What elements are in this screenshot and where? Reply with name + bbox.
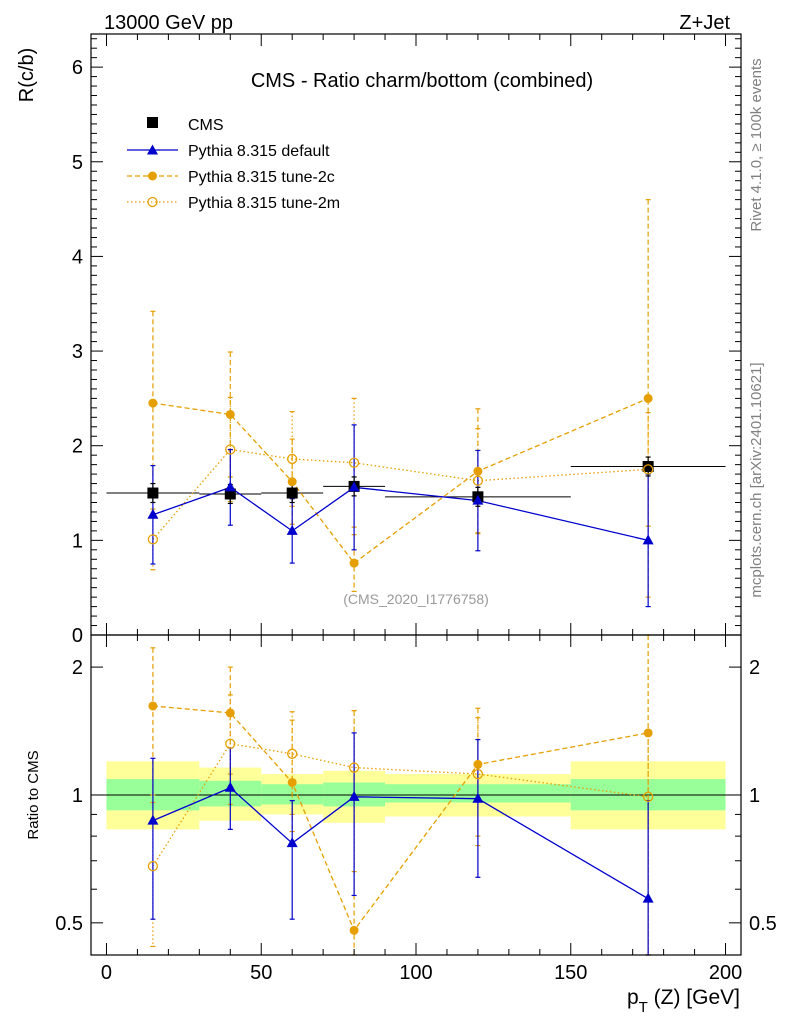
main-point-tune2c-5 xyxy=(643,393,653,403)
ratio-point-tune2m-3 xyxy=(348,762,360,773)
ratio-y-axis-label: Ratio to CMS xyxy=(25,750,42,839)
main-point-tune2c-4 xyxy=(473,466,483,476)
ratio-y-tick-label-right-0.5: 0.5 xyxy=(749,913,777,935)
legend-marker-default xyxy=(147,144,158,155)
legend-marker-cms xyxy=(147,117,158,128)
ratio-point-tune2c-5 xyxy=(643,728,653,738)
main-point-tune2m-5 xyxy=(642,464,654,475)
ratio-y-tick-label-1: 1 xyxy=(72,785,83,807)
axes: 0 50 100 150 200 0 1 2 3 4 5 6 0.5 0.5 1 1 2 2 xyxy=(55,33,777,984)
ratio-line-tune2c xyxy=(152,705,649,932)
ratio-point-default-2 xyxy=(286,837,298,848)
legend-marker-tune2c xyxy=(148,171,157,181)
legend-marker-tune2m xyxy=(147,196,158,208)
main-point-default-0 xyxy=(147,508,159,519)
chart-title: CMS - Ratio charm/bottom (combined) xyxy=(251,70,593,92)
main-point-tune2m-2 xyxy=(287,453,298,465)
ratio-point-tune2c-0 xyxy=(148,701,158,711)
main-point-cms-0 xyxy=(147,487,159,499)
legend-label-default: Pythia 8.315 default xyxy=(188,143,330,160)
ratio-point-tune2m-0 xyxy=(147,860,159,872)
main-point-cms-1 xyxy=(224,488,236,500)
legend-label-tune2m: Pythia 8.315 tune-2m xyxy=(188,195,340,212)
ratio-point-tune2m-1 xyxy=(225,738,236,749)
ratio-y-tick-label-right-1: 1 xyxy=(749,785,760,807)
ratio-point-tune2m-2 xyxy=(287,748,298,759)
main-point-tune2m-1 xyxy=(225,444,236,455)
main-point-tune2m-0 xyxy=(147,534,159,545)
main-point-tune2m-3 xyxy=(348,457,360,468)
ratio-line-tune2m xyxy=(152,743,649,867)
ratio-point-default-1 xyxy=(224,781,236,792)
x-tick-label-200: 200 xyxy=(709,962,742,984)
ratio-y-tick-label-2: 2 xyxy=(72,657,83,679)
main-y-tick-label-2: 2 xyxy=(72,436,83,458)
main-point-tune2c-2 xyxy=(287,477,297,487)
main-y-tick-label-5: 5 xyxy=(72,152,83,174)
x-axis-label: pT (Z) [GeV] xyxy=(627,986,740,1016)
ratio-y-tick-label-right-2: 2 xyxy=(749,657,760,679)
main-point-default-4 xyxy=(472,494,484,505)
header-left-label: 13000 GeV pp xyxy=(104,12,233,34)
ratio-point-tune2c-1 xyxy=(225,708,235,718)
main-point-tune2c-3 xyxy=(349,558,359,568)
main-line-tune2c xyxy=(152,397,649,564)
main-point-default-1 xyxy=(224,481,236,492)
main-y-tick-label-0: 0 xyxy=(72,625,83,647)
main-point-default-2 xyxy=(286,524,298,535)
rivet-version-label: Rivet 4.1.0, ≥ 100k events xyxy=(748,58,765,231)
mcplots-credit-label: mcplots.cern.ch [arXiv:2401.10621] xyxy=(748,362,765,597)
analysis-watermark: (CMS_2020_I1776758) xyxy=(343,591,489,607)
ratio-point-default-0 xyxy=(147,814,159,825)
main-line-default xyxy=(152,486,649,541)
ratio-point-tune2c-3 xyxy=(349,925,359,935)
main-y-tick-label-3: 3 xyxy=(72,341,83,363)
ratio-point-tune2m-5 xyxy=(642,791,654,802)
main-y-tick-label-6: 6 xyxy=(72,57,83,79)
main-point-default-5 xyxy=(642,534,654,545)
ratio-point-tune2c-2 xyxy=(287,777,297,787)
x-tick-label-150: 150 xyxy=(554,962,587,984)
ratio-point-default-4 xyxy=(472,792,484,803)
main-y-tick-label-1: 1 xyxy=(72,530,83,552)
ratio-y-tick-label-0.5: 0.5 xyxy=(55,913,83,935)
main-point-cms-2 xyxy=(286,487,298,499)
ratio-line-default xyxy=(152,786,649,900)
legend: CMS Pythia 8.315 default Pythia 8.315 tu… xyxy=(127,117,340,212)
legend-label-cms: CMS xyxy=(188,117,224,134)
main-point-cms-5 xyxy=(642,461,654,473)
header-right-label: Z+Jet xyxy=(679,12,730,34)
legend-label-tune2c: Pythia 8.315 tune-2c xyxy=(188,169,335,186)
ratio-point-default-5 xyxy=(642,892,654,903)
main-plot-marks xyxy=(106,199,726,608)
main-point-tune2c-0 xyxy=(148,398,158,408)
ratio-point-tune2c-4 xyxy=(473,759,483,769)
main-y-tick-label-4: 4 xyxy=(72,246,83,268)
ratio-point-default-3 xyxy=(348,790,360,801)
main-point-tune2m-4 xyxy=(472,475,484,486)
x-tick-label-100: 100 xyxy=(399,962,432,984)
main-point-tune2c-1 xyxy=(225,409,235,419)
main-y-axis-label: R(c/b) xyxy=(16,48,38,102)
x-tick-label-50: 50 xyxy=(250,962,272,984)
main-line-tune2m xyxy=(152,448,649,540)
x-tick-label-0: 0 xyxy=(101,962,112,984)
main-point-default-3 xyxy=(348,481,360,492)
ratio-point-tune2m-4 xyxy=(472,768,484,780)
